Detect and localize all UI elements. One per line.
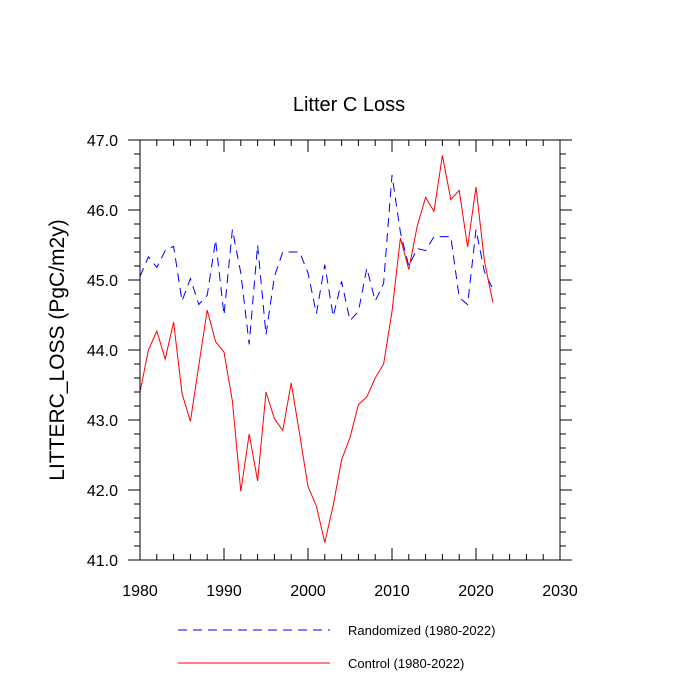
y-axis-label: LITTERC_LOSS (PgC/m2y) [46, 219, 69, 480]
y-tick-label: 42.0 [87, 483, 118, 500]
axis-ticks [128, 139, 572, 561]
series-line-randomized [139, 174, 494, 345]
series-line-control [139, 155, 494, 543]
y-tick-label: 46.0 [87, 203, 118, 220]
legend: Randomized (1980-2022) Control (1980-202… [178, 623, 495, 671]
y-tick-label: 47.0 [87, 133, 118, 150]
x-tick-label: 2030 [542, 583, 578, 600]
legend-label-randomized: Randomized (1980-2022) [348, 623, 495, 638]
x-tick-label: 2020 [458, 583, 494, 600]
plot-frame [139, 139, 561, 561]
y-tick-label: 45.0 [87, 273, 118, 290]
tick-labels: 1980 1990 2000 2010 2020 2030 41.0 42.0 43.0 44.0… [87, 133, 578, 600]
legend-label-control: Control (1980-2022) [348, 656, 464, 671]
x-tick-label: 1980 [122, 583, 158, 600]
y-tick-label: 41.0 [87, 553, 118, 570]
y-tick-label: 44.0 [87, 343, 118, 360]
chart-title: Litter C Loss [293, 94, 405, 116]
x-tick-label: 2000 [290, 583, 326, 600]
y-tick-label: 43.0 [87, 413, 118, 430]
series-lines [139, 155, 494, 543]
x-tick-label: 2010 [374, 583, 410, 600]
x-tick-label: 1990 [206, 583, 242, 600]
